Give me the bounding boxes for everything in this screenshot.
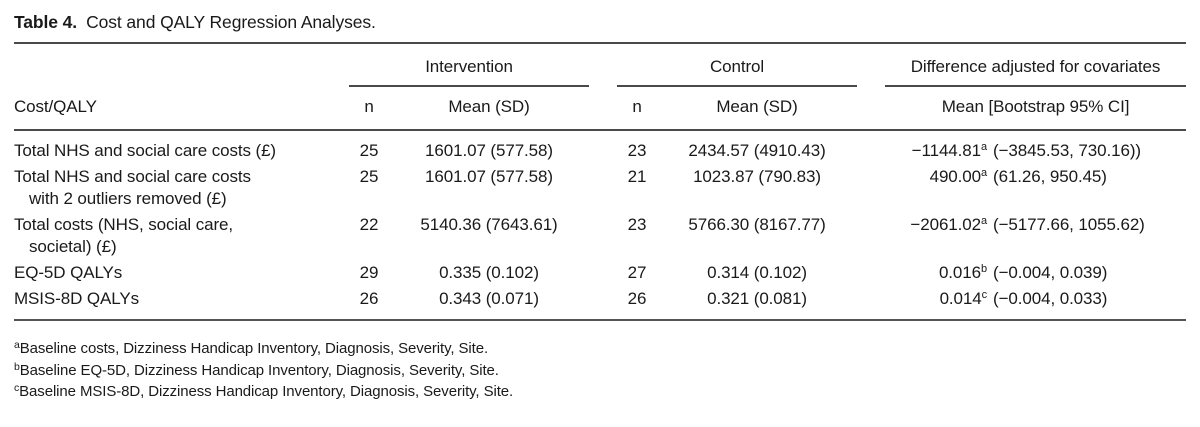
stub-header-cost-qaly: Cost/QALY	[14, 86, 349, 131]
group-gap	[589, 284, 618, 321]
colhead-intervention-mean-sd: Mean (SD)	[389, 86, 590, 131]
difference-ci: (−0.004, 0.033)	[993, 289, 1108, 308]
table-row: Total costs (NHS, social care, societal)…	[14, 210, 1186, 258]
group-gap	[857, 284, 886, 321]
row-label-line2: societal) (£)	[29, 237, 117, 256]
cell-control-mean-sd: 5766.30 (8167.77)	[688, 215, 826, 234]
row-label-line1: MSIS-8D QALYs	[14, 289, 139, 308]
footnote-marker: a	[981, 167, 988, 179]
colhead-intervention-n: n	[349, 86, 389, 131]
row-label: Total NHS and social care costs with 2 o…	[14, 162, 349, 210]
colhead-difference-mean-ci: Mean [Bootstrap 95% CI]	[885, 86, 1187, 131]
cell-control-mean-sd: 2434.57 (4910.43)	[688, 141, 826, 160]
table-row: MSIS-8D QALYs 26 0.343 (0.071) 26 0.321 …	[14, 284, 1187, 321]
group-gap	[589, 86, 618, 131]
group-gap	[857, 130, 885, 162]
row-label: Total costs (NHS, social care, societal)…	[14, 210, 349, 258]
group-header-intervention: Intervention	[349, 44, 590, 87]
footnote-text: Baseline EQ-5D, Dizziness Handicap Inven…	[19, 361, 499, 379]
top-rule	[14, 42, 1186, 44]
cell-difference: −2061.02a (−5177.66, 1055.62)	[885, 210, 1186, 258]
footnote-marker: b	[981, 263, 988, 275]
group-gap	[589, 130, 617, 162]
footnote-marker: a	[981, 141, 988, 153]
footnote-marker: b	[14, 360, 20, 373]
row-label: MSIS-8D QALYs	[14, 284, 349, 321]
table-caption: Cost and QALY Regression Analyses.	[86, 12, 376, 32]
group-header-difference: Difference adjusted for covariates	[885, 44, 1187, 87]
cell-control-n: 23	[627, 141, 647, 160]
group-gap	[589, 258, 617, 284]
row-label-line1: Total NHS and social care costs (£)	[14, 141, 276, 160]
cell-intervention-mean-sd: 1601.07 (577.58)	[425, 141, 553, 160]
cell-intervention-n: 25	[359, 167, 379, 186]
difference-mean: −1144.81a	[911, 141, 988, 160]
table-row: Total NHS and social care costs (£) 25 1…	[14, 130, 1186, 162]
cell-difference: 0.014c (−0.004, 0.033)	[885, 284, 1187, 321]
table-footnotes: aBaseline costs, Dizziness Handicap Inve…	[14, 338, 1186, 403]
footnote-a: aBaseline costs, Dizziness Handicap Inve…	[14, 338, 1186, 360]
colhead-control-n: n	[617, 86, 658, 131]
cost-qaly-table: Intervention Control Difference adjusted…	[14, 44, 1187, 321]
cell-control-n: 27	[627, 263, 647, 282]
column-header-row: Cost/QALY n Mean (SD) n Mean (SD) Mean […	[14, 86, 1187, 131]
row-label-line1: EQ-5D QALYs	[14, 263, 123, 282]
cell-control-mean-sd: 1023.87 (790.83)	[693, 167, 821, 186]
cell-intervention-mean-sd: 0.343 (0.071)	[389, 284, 590, 321]
cell-control-n: 21	[627, 167, 647, 186]
group-gap	[589, 44, 617, 86]
group-gap	[589, 210, 617, 258]
difference-mean: 0.016b	[938, 263, 988, 282]
cell-intervention-n: 25	[359, 141, 379, 160]
cell-difference: 0.016b (−0.004, 0.039)	[885, 258, 1186, 284]
cell-intervention-mean-sd: 0.335 (0.102)	[439, 263, 539, 282]
footnote-c: cBaseline MSIS-8D, Dizziness Handicap In…	[14, 381, 1186, 403]
cell-intervention-mean-sd: 5140.36 (7643.61)	[420, 215, 558, 234]
group-header-control: Control	[617, 44, 858, 87]
group-gap	[857, 210, 885, 258]
table-number: Table 4.	[14, 12, 78, 32]
difference-ci: (−5177.66, 1055.62)	[993, 215, 1145, 234]
group-header-row: Intervention Control Difference adjusted…	[14, 44, 1187, 87]
cell-intervention-n: 26	[349, 284, 389, 321]
footnote-marker: c	[14, 382, 20, 394]
difference-ci: (−0.004, 0.039)	[993, 263, 1108, 282]
group-gap	[857, 162, 885, 210]
group-gap	[857, 258, 885, 284]
difference-mean: 0.014c	[939, 289, 988, 308]
table-page: Table 4. Cost and QALY Regression Analyse…	[0, 10, 1200, 403]
cell-intervention-n: 22	[359, 215, 379, 234]
difference-mean: −2061.02a	[910, 215, 988, 234]
row-label-line2: with 2 outliers removed (£)	[29, 189, 227, 208]
difference-mean: 490.00a	[929, 167, 988, 186]
table-row: EQ-5D QALYs 29 0.335 (0.102) 27 0.314 (0…	[14, 258, 1186, 284]
row-label-line1: Total costs (NHS, social care,	[14, 215, 234, 234]
cell-control-n: 26	[617, 284, 658, 321]
cell-control-n: 23	[627, 215, 647, 234]
footnote-text: Baseline MSIS-8D, Dizziness Handicap Inv…	[19, 383, 514, 400]
footnote-marker: a	[981, 215, 988, 227]
row-label: Total NHS and social care costs (£)	[14, 130, 349, 162]
table-title: Table 4. Cost and QALY Regression Analyse…	[14, 10, 1186, 34]
difference-ci: (−3845.53, 730.16))	[993, 141, 1141, 160]
row-label-line1: Total NHS and social care costs	[14, 167, 251, 186]
footnote-marker: a	[14, 339, 20, 351]
group-gap	[857, 86, 886, 131]
cell-control-mean-sd: 0.321 (0.081)	[657, 284, 858, 321]
group-header-stub-spacer	[14, 44, 349, 86]
footnote-b: bBaseline EQ-5D, Dizziness Handicap Inve…	[14, 360, 1186, 382]
group-gap	[857, 44, 885, 86]
cell-intervention-n: 29	[359, 263, 379, 282]
group-gap	[589, 162, 617, 210]
cell-difference: 490.00a (61.26, 950.45)	[885, 162, 1186, 210]
table-row: Total NHS and social care costs with 2 o…	[14, 162, 1186, 210]
cell-control-mean-sd: 0.314 (0.102)	[707, 263, 807, 282]
cell-difference: −1144.81a (−3845.53, 730.16))	[885, 130, 1186, 162]
cell-intervention-mean-sd: 1601.07 (577.58)	[425, 167, 553, 186]
row-label: EQ-5D QALYs	[14, 258, 349, 284]
colhead-control-mean-sd: Mean (SD)	[657, 86, 858, 131]
footnote-text: Baseline costs, Dizziness Handicap Inven…	[19, 340, 489, 357]
footnote-marker: c	[981, 289, 988, 301]
difference-ci: (61.26, 950.45)	[993, 167, 1107, 186]
